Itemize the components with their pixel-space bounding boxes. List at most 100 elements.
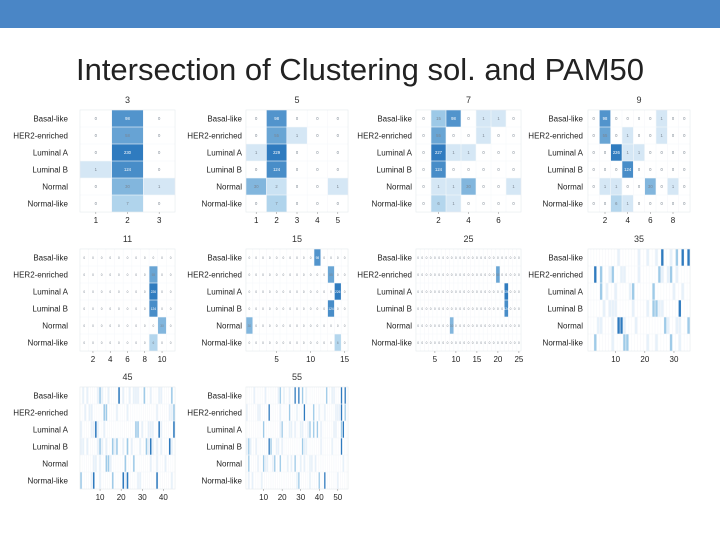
- cell-value: 0: [144, 341, 146, 345]
- heatmap-cell: [287, 455, 289, 472]
- heatmap-cell: [143, 127, 175, 144]
- heatmap-cell: [508, 283, 513, 300]
- heatmap-cell: [164, 387, 167, 404]
- cell-value: 0: [638, 167, 641, 172]
- heatmap-cell: [140, 317, 149, 334]
- heatmap-cell: [268, 472, 270, 489]
- heatmap-cell: [599, 300, 603, 317]
- cell-value: 124: [151, 307, 157, 311]
- heatmap-cell: [154, 438, 156, 455]
- heatmap-cell: [605, 317, 609, 334]
- cell-value: 0: [459, 256, 461, 260]
- heatmap-cell: [433, 317, 437, 334]
- cell-value: 0: [592, 167, 595, 172]
- cell-value: 0: [316, 150, 319, 155]
- cell-value: 1: [638, 150, 641, 155]
- cell-value: 0: [158, 150, 161, 155]
- cell-value: 0: [289, 307, 291, 311]
- row-label: Normal: [386, 183, 412, 192]
- heatmap-cell: [594, 300, 597, 317]
- heatmap-cell: [145, 404, 148, 421]
- heatmap-cell: [458, 283, 462, 300]
- cell-value: 0: [660, 150, 663, 155]
- heatmap-cell: [634, 283, 638, 300]
- heatmap-cell: [333, 472, 335, 489]
- panel-title: 45: [122, 372, 132, 382]
- cell-value: 0: [497, 133, 500, 138]
- cell-value: 124: [273, 167, 281, 172]
- heatmap-cell: [80, 266, 89, 283]
- heatmap-cell: [264, 455, 267, 472]
- heatmap-cell: [273, 317, 280, 334]
- row-label: HER2-enriched: [357, 132, 412, 141]
- heatmap-cell: [111, 144, 144, 161]
- heatmap-cell: [346, 387, 348, 404]
- heatmap-cell: [128, 438, 131, 455]
- heatmap-cell: [687, 249, 690, 266]
- heatmap-cell: [143, 455, 146, 472]
- row-label: Normal-like: [372, 200, 413, 209]
- heatmap-cell: [166, 300, 175, 317]
- heatmap-cell: [293, 266, 301, 283]
- cell-value: 0: [434, 290, 436, 294]
- cell-value: 0: [660, 184, 663, 189]
- cell-value: 1: [615, 184, 618, 189]
- heatmap-cell: [626, 300, 629, 317]
- cell-value: 0: [501, 307, 503, 311]
- heatmap-cell: [156, 472, 158, 489]
- heatmap-cell: [346, 438, 348, 455]
- heatmap-cell: [273, 334, 280, 351]
- heatmap-cell: [321, 334, 328, 351]
- cell-value: 0: [434, 273, 436, 277]
- cell-value: 0: [269, 290, 271, 294]
- cell-value: 1: [497, 116, 500, 121]
- heatmap-cell: [281, 421, 283, 438]
- cell-value: 0: [296, 201, 299, 206]
- cell-value: 0: [417, 324, 419, 328]
- heatmap-cell: [424, 283, 429, 300]
- heatmap-cell: [97, 249, 106, 266]
- heatmap-cell: [620, 283, 623, 300]
- heatmap-cell: [114, 472, 116, 489]
- cell-value: 1: [660, 133, 663, 138]
- heatmap-cell: [305, 438, 307, 455]
- heatmap-cell: [644, 195, 656, 212]
- heatmap-cell: [667, 144, 679, 161]
- cell-value: 0: [249, 273, 251, 277]
- heatmap-cell: [137, 455, 139, 472]
- heatmap-cell: [327, 300, 335, 317]
- x-tick-label: 8: [143, 355, 148, 364]
- heatmap-cell: [307, 404, 309, 421]
- heatmap-cell: [141, 455, 144, 472]
- heatmap-cell: [340, 404, 343, 421]
- cell-value: 98: [274, 116, 279, 121]
- cell-value: 0: [463, 341, 465, 345]
- cell-value: 55: [152, 273, 156, 277]
- heatmap-cell: [149, 455, 152, 472]
- heatmap-cell: [664, 266, 667, 283]
- cell-value: 55: [496, 273, 500, 277]
- heatmap-cell: [88, 472, 91, 489]
- heatmap-cell: [331, 438, 333, 455]
- cell-value: 7: [126, 201, 129, 206]
- heatmap-cell: [633, 161, 645, 178]
- heatmap-cell: [517, 283, 521, 300]
- heatmap-cell: [476, 195, 491, 212]
- cell-value: 0: [430, 290, 432, 294]
- heatmap-cell: [270, 421, 272, 438]
- cell-value: 0: [497, 256, 499, 260]
- heatmap-cell: [149, 249, 158, 266]
- cell-value: 0: [649, 133, 652, 138]
- heatmap-cell: [255, 387, 257, 404]
- heatmap-cell: [335, 438, 337, 455]
- heatmap-cell: [646, 334, 649, 351]
- heatmap-cell: [80, 110, 112, 127]
- cell-value: 0: [262, 273, 264, 277]
- heatmap-cell: [137, 472, 139, 489]
- cell-value: 0: [276, 324, 278, 328]
- heatmap-cell: [293, 249, 301, 266]
- cell-value: 0: [92, 324, 94, 328]
- heatmap-cell: [313, 455, 315, 472]
- heatmap-cell: [416, 144, 431, 161]
